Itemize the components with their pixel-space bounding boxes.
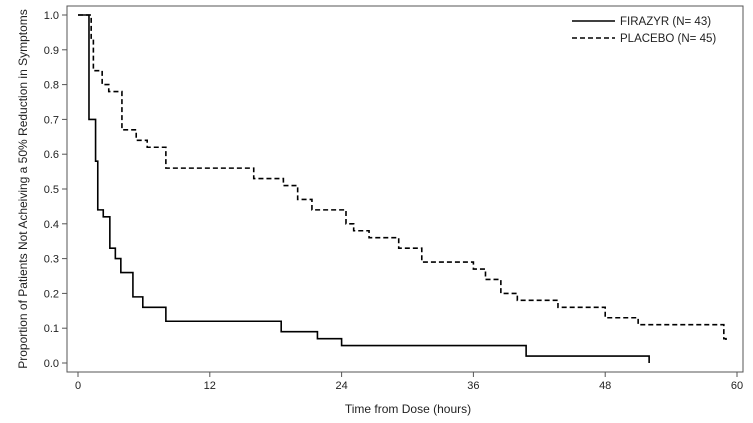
y-tick-label: 0.0 <box>44 358 59 370</box>
x-axis-label: Time from Dose (hours) <box>345 402 471 416</box>
series-lines <box>78 14 727 363</box>
y-tick-label: 0.5 <box>44 184 59 196</box>
y-tick-label: 0.9 <box>44 45 59 57</box>
x-axis-ticks: 0 12 24 36 48 60 <box>75 372 743 392</box>
y-axis-label: Proportion of Patients Not Acheiving a 5… <box>16 9 30 369</box>
y-tick-label: 0.6 <box>44 149 59 161</box>
y-tick-label: 0.4 <box>44 219 59 231</box>
x-tick-label: 24 <box>335 380 347 392</box>
legend-label: FIRAZYR (N= 43) <box>620 16 711 28</box>
y-tick-label: 0.8 <box>44 80 59 92</box>
y-tick-label: 0.3 <box>44 254 59 266</box>
x-tick-label: 48 <box>599 380 611 392</box>
x-tick-label: 36 <box>467 380 479 392</box>
x-tick-label: 12 <box>204 380 216 392</box>
y-tick-label: 0.1 <box>44 323 59 335</box>
series-line-firazyr <box>78 14 650 363</box>
x-tick-label: 60 <box>731 380 743 392</box>
x-tick-label: 0 <box>75 380 81 392</box>
y-tick-label: 0.7 <box>44 114 59 126</box>
y-axis-ticks: 0.0 0.1 0.2 0.3 0.4 0.5 0.6 0.7 0.8 0.9 1.0 <box>44 10 67 370</box>
legend: FIRAZYR (N= 43) PLACEBO (N= 45) <box>572 16 716 45</box>
y-tick-label: 0.2 <box>44 288 59 300</box>
plot-frame <box>66 5 744 373</box>
series-line-placebo <box>78 14 727 343</box>
plot-area <box>66 5 744 373</box>
y-tick-label: 1.0 <box>44 10 59 22</box>
legend-label: PLACEBO (N= 45) <box>620 33 716 45</box>
